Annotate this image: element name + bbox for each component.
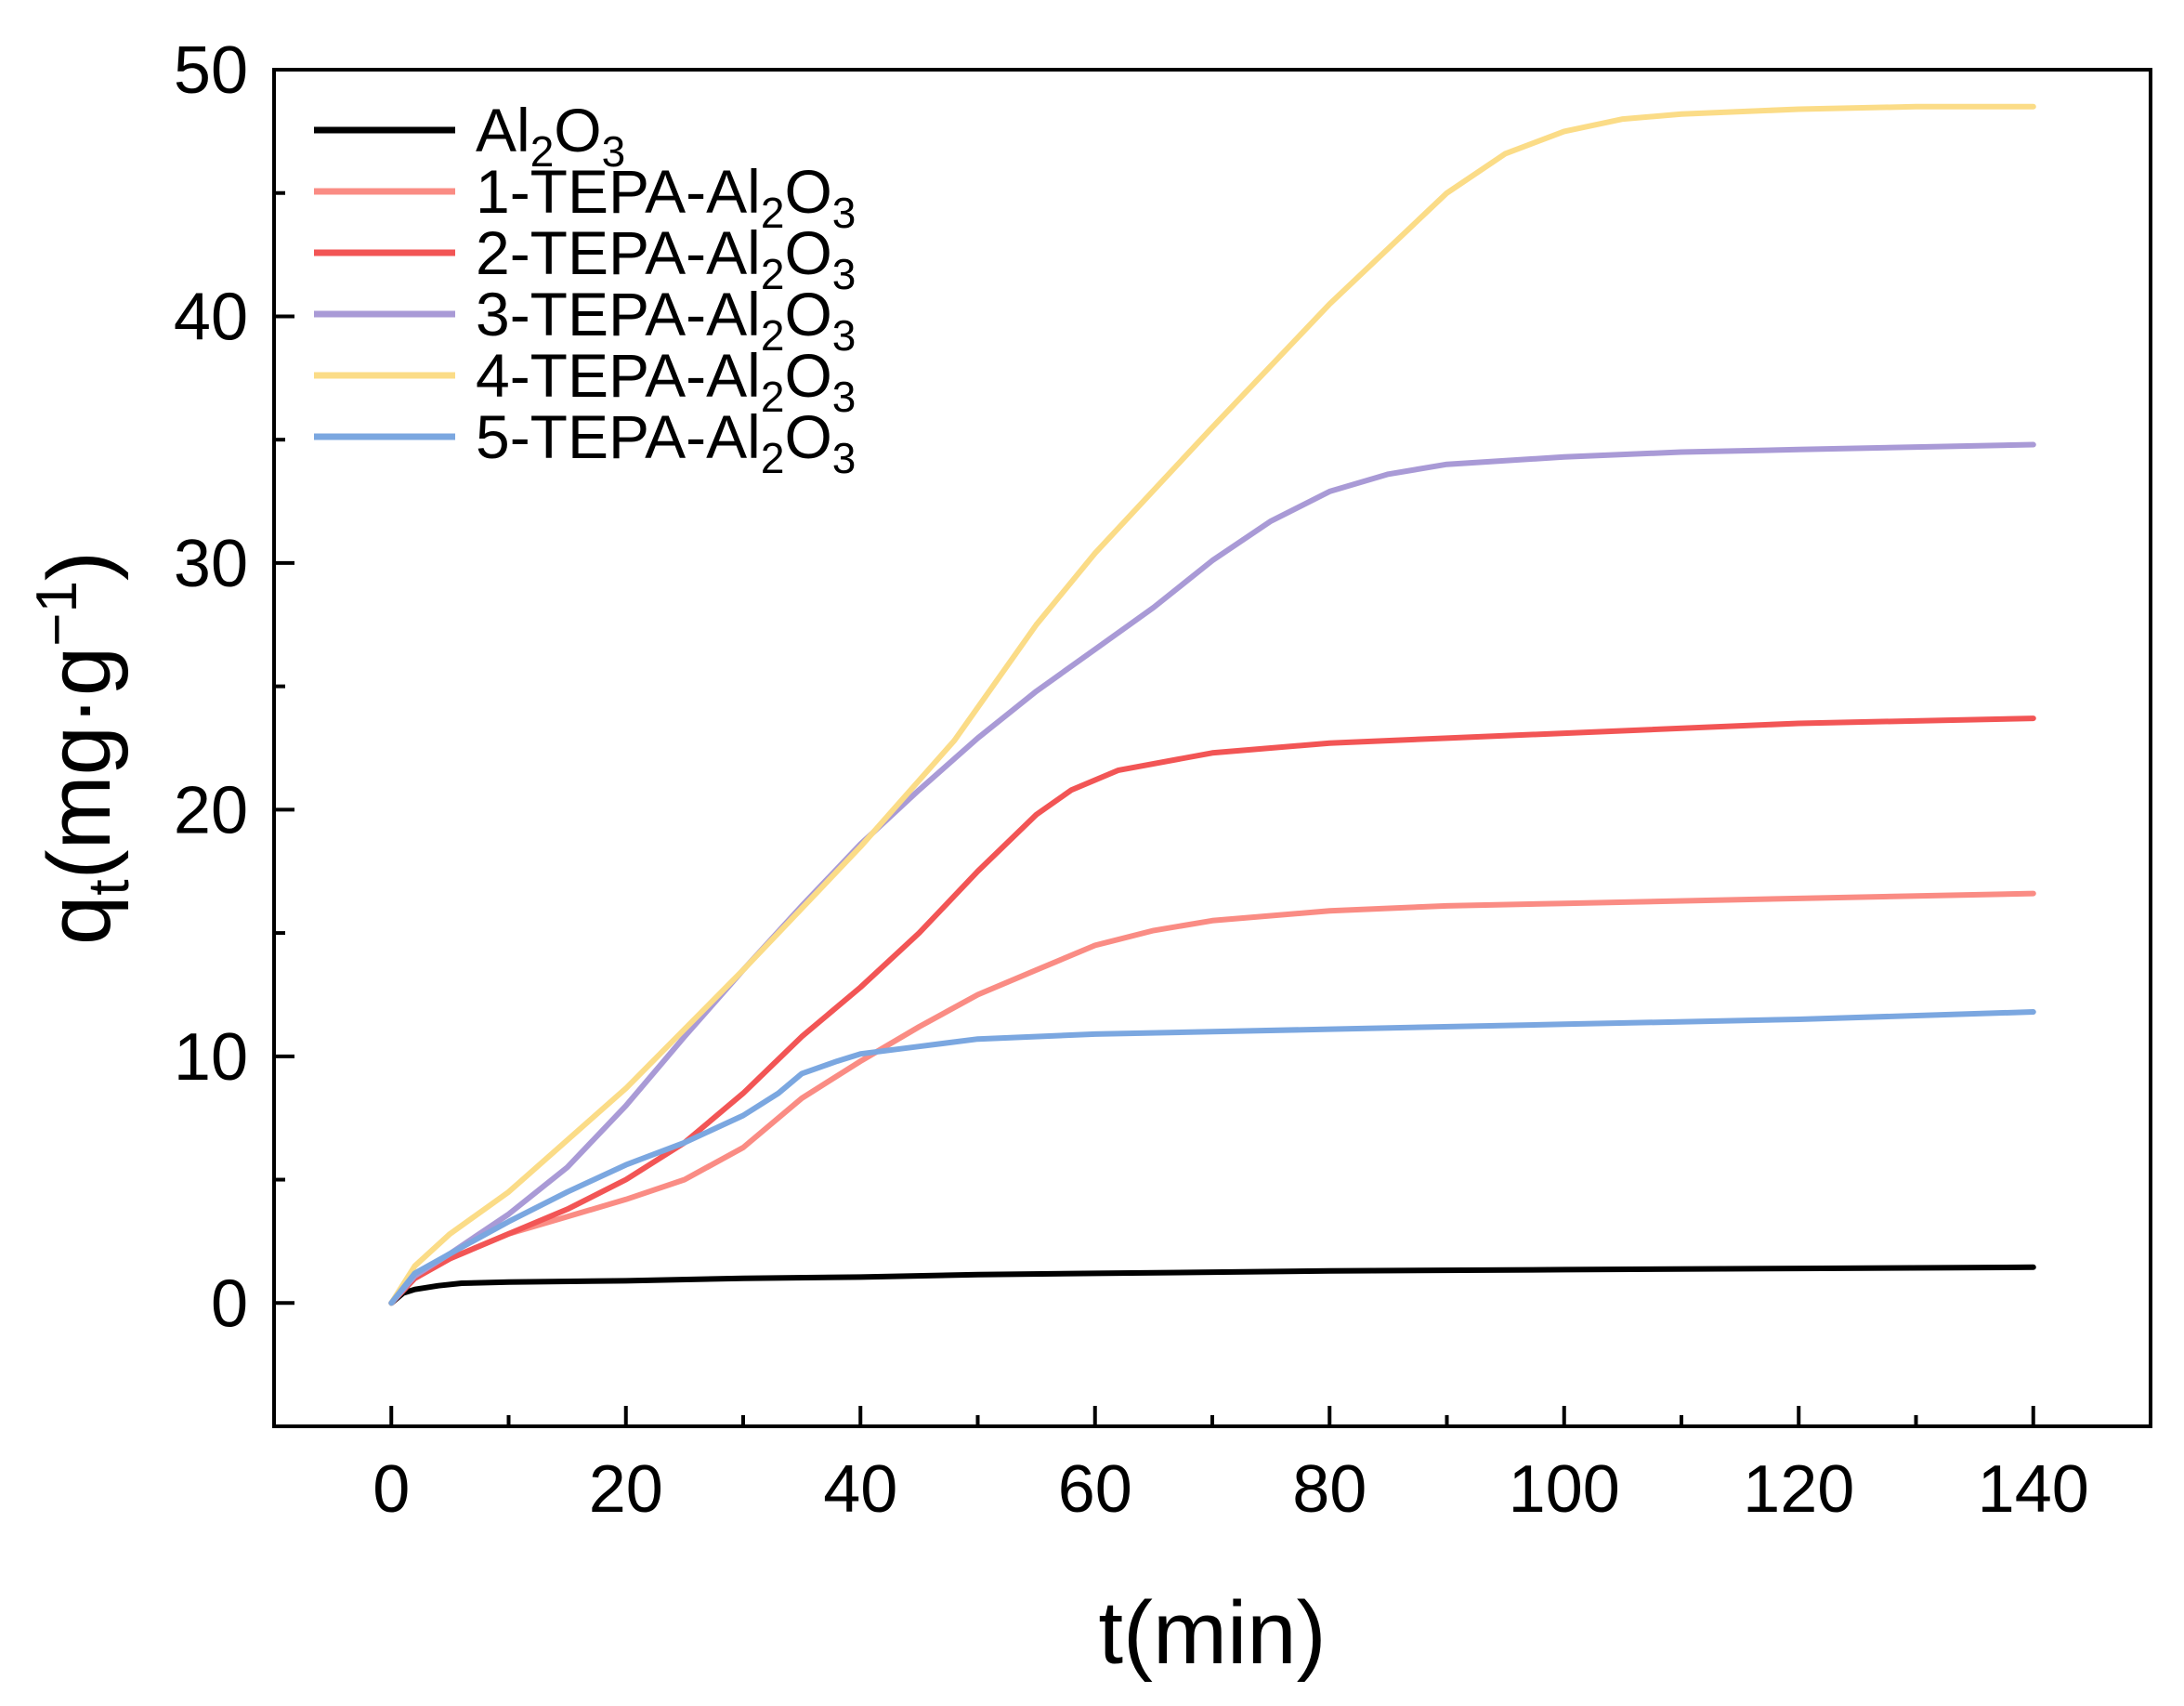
legend-label-sub2: 3 bbox=[832, 434, 857, 482]
legend-label-mid: O bbox=[784, 402, 831, 471]
legend-label-pre: 2-TEPA-Al bbox=[476, 218, 761, 287]
legend-label: 2-TEPA-Al2O3 bbox=[476, 218, 856, 298]
legend-label-sub1: 2 bbox=[761, 189, 785, 237]
y-axis-title-unit-open: (mg·g bbox=[30, 647, 129, 880]
legend-label: 5-TEPA-Al2O3 bbox=[476, 402, 856, 482]
legend-label-pre: 1-TEPA-Al bbox=[476, 157, 761, 226]
series-lines bbox=[388, 103, 2036, 1306]
y-tick-label: 50 bbox=[174, 33, 248, 108]
legend-label-sub1: 2 bbox=[530, 127, 555, 176]
series-line-4 bbox=[388, 441, 2036, 1306]
major-ticks bbox=[274, 68, 2035, 1426]
x-axis-title: t(min) bbox=[1098, 1583, 1326, 1683]
y-axis-title: qt(mg·g−1) bbox=[25, 551, 141, 945]
legend-label-sub2: 3 bbox=[832, 189, 857, 237]
x-tick-label: 60 bbox=[1058, 1452, 1132, 1527]
legend-label-sub2: 3 bbox=[832, 373, 857, 421]
x-tick-label: 0 bbox=[373, 1452, 410, 1527]
legend-label-sub1: 2 bbox=[761, 434, 785, 482]
legend-label-pre: 3-TEPA-Al bbox=[476, 280, 761, 348]
y-tick-label: 10 bbox=[174, 1020, 248, 1095]
tick-labels: 0 20 40 60 80 100 120 140 0 10 20 30 40 50 bbox=[174, 33, 2089, 1527]
y-tick-label: 30 bbox=[174, 527, 248, 601]
x-tick-label: 140 bbox=[1978, 1452, 2089, 1527]
plot-frame bbox=[272, 68, 2152, 1428]
legend-label: 4-TEPA-Al2O3 bbox=[476, 341, 856, 421]
series-line-1 bbox=[388, 1264, 2036, 1306]
y-axis-title-subscript: t bbox=[77, 879, 141, 895]
y-axis-title-superscript: −1 bbox=[25, 581, 89, 647]
y-tick-label: 0 bbox=[211, 1266, 248, 1341]
legend-label-sub2: 3 bbox=[602, 127, 626, 176]
series-line-3 bbox=[388, 715, 2036, 1306]
x-tick-label: 20 bbox=[589, 1452, 663, 1527]
legend-label-mid: O bbox=[784, 341, 831, 410]
legend-label-mid: O bbox=[784, 218, 831, 287]
x-tick-label: 40 bbox=[823, 1452, 897, 1527]
legend-label-sub1: 2 bbox=[761, 311, 785, 360]
legend-label-pre: 4-TEPA-Al bbox=[476, 341, 761, 410]
legend: Al2O31-TEPA-Al2O32-TEPA-Al2O33-TEPA-Al2O… bbox=[314, 96, 856, 482]
x-tick-label: 120 bbox=[1743, 1452, 1854, 1527]
y-tick-label: 20 bbox=[174, 773, 248, 847]
y-axis-title-unit-close: ) bbox=[30, 551, 129, 581]
y-axis-title-base: q bbox=[30, 896, 129, 945]
legend-label-mid: O bbox=[784, 280, 831, 348]
legend-label: 1-TEPA-Al2O3 bbox=[476, 157, 856, 237]
legend-label-sub1: 2 bbox=[761, 250, 785, 298]
legend-label: 3-TEPA-Al2O3 bbox=[476, 280, 856, 360]
x-tick-label: 80 bbox=[1292, 1452, 1367, 1527]
legend-label-mid: O bbox=[554, 96, 601, 164]
legend-label-pre: Al bbox=[476, 96, 530, 164]
legend-label-sub2: 3 bbox=[832, 311, 857, 360]
legend-label-sub2: 3 bbox=[832, 250, 857, 298]
series-line-5 bbox=[388, 103, 2036, 1306]
legend-label-sub1: 2 bbox=[761, 373, 785, 421]
legend-label: Al2O3 bbox=[476, 96, 625, 176]
x-tick-label: 100 bbox=[1509, 1452, 1620, 1527]
legend-label-mid: O bbox=[784, 157, 831, 226]
series-line-2 bbox=[388, 890, 2036, 1306]
series-line-6 bbox=[388, 1009, 2036, 1306]
legend-label-pre: 5-TEPA-Al bbox=[476, 402, 761, 471]
y-tick-label: 40 bbox=[174, 280, 248, 354]
